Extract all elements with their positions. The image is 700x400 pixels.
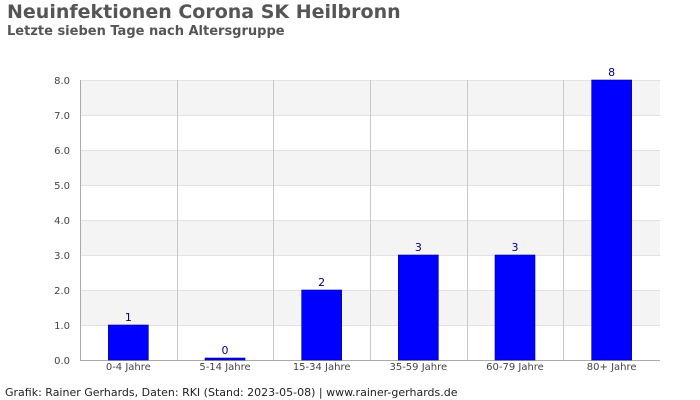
- chart-subtitle: Letzte sieben Tage nach Altersgruppe: [7, 24, 285, 39]
- data-label: 3: [512, 241, 519, 254]
- y-tick-label: 1.0: [54, 321, 70, 332]
- y-tick-label: 3.0: [54, 251, 70, 262]
- x-tick-label: 5-14 Jahre: [199, 362, 250, 373]
- data-label: 3: [415, 241, 422, 254]
- bar: [591, 79, 632, 361]
- y-tick-label: 5.0: [54, 181, 70, 192]
- y-tick-label: 0.0: [54, 356, 70, 367]
- bar: [204, 357, 246, 361]
- axes: [80, 80, 660, 361]
- x-tick-label: 0-4 Jahre: [106, 362, 151, 373]
- x-tick-label: 60-79 Jahre: [486, 362, 544, 373]
- data-label: 8: [608, 66, 615, 79]
- bar: [108, 324, 149, 361]
- bar: [494, 254, 536, 361]
- chart-title: Neuinfektionen Corona SK Heilbronn: [7, 1, 401, 23]
- bar: [398, 254, 439, 361]
- source-footer: Grafik: Rainer Gerhards, Daten: RKI (Sta…: [5, 386, 458, 399]
- y-tick-label: 6.0: [54, 146, 70, 157]
- y-tick-label: 8.0: [54, 76, 70, 87]
- data-label: 2: [318, 276, 325, 289]
- data-label: 1: [125, 311, 132, 324]
- y-tick-label: 4.0: [54, 216, 70, 227]
- vertical-grid: [177, 80, 564, 360]
- x-tick-labels: 0-4 Jahre 5-14 Jahre 15-34 Jahre 35-59 Jahr…: [106, 362, 637, 373]
- y-tick-label: 7.0: [54, 111, 70, 122]
- y-tick-labels: 0.0 1.0 2.0 3.0 4.0 5.0 6.0 7.0 8.0: [54, 76, 70, 367]
- x-tick-label: 80+ Jahre: [587, 362, 637, 373]
- data-labels: 1 0 2 3 3 8: [125, 66, 615, 357]
- bar: [301, 289, 342, 361]
- x-tick-label: 35-59 Jahre: [389, 362, 447, 373]
- y-tick-label: 2.0: [54, 286, 70, 297]
- x-tick-label: 15-34 Jahre: [293, 362, 351, 373]
- bars: [108, 79, 632, 361]
- data-label: 0: [222, 344, 229, 357]
